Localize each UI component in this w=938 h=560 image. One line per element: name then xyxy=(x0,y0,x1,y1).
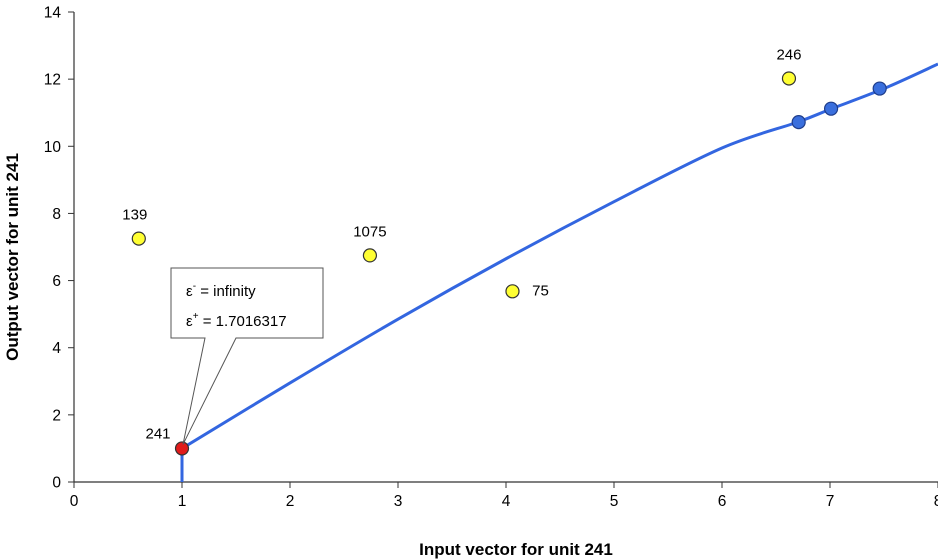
curve-point xyxy=(823,101,839,116)
x-tick-label: 8 xyxy=(934,493,938,510)
y-tick-label: 4 xyxy=(52,340,61,357)
data-point-1075 xyxy=(362,248,378,263)
data-point-139 xyxy=(131,231,146,246)
callout-box xyxy=(170,267,324,445)
point-label-139: 139 xyxy=(122,207,147,224)
callout: ε- = infinity ε+ = 1.7016317 xyxy=(170,267,324,445)
y-tick-label: 12 xyxy=(44,72,61,89)
point-label-1075: 1075 xyxy=(353,223,386,240)
point-label-241: 241 xyxy=(145,425,170,442)
data-point-75 xyxy=(505,284,520,299)
x-tick-label: 4 xyxy=(502,493,511,510)
curve-point xyxy=(872,81,887,96)
x-tick-label: 1 xyxy=(178,493,187,510)
y-tick-label: 0 xyxy=(52,475,61,492)
y-tick-label: 14 xyxy=(44,5,62,22)
y-axis-title: Output vector for unit 241 xyxy=(3,153,22,361)
y-tick-label: 6 xyxy=(52,273,61,290)
point-label-246: 246 xyxy=(776,46,801,63)
y-tick-label: 8 xyxy=(52,206,61,223)
x-tick-label: 3 xyxy=(394,493,403,510)
callout-epsilon-minus: ε- = infinity xyxy=(186,281,256,300)
y-tick-label: 2 xyxy=(52,407,61,424)
callout-epsilon-plus: ε+ = 1.7016317 xyxy=(186,311,287,330)
x-tick-label: 0 xyxy=(70,493,79,510)
x-axis-title: Input vector for unit 241 xyxy=(419,540,613,559)
x-tick-label: 2 xyxy=(286,493,295,510)
axes: 01234567802468101214 xyxy=(44,5,938,510)
curve-point xyxy=(791,115,806,130)
x-tick-label: 6 xyxy=(718,493,727,510)
data-point-246 xyxy=(781,71,797,86)
point-label-75: 75 xyxy=(532,282,549,299)
y-tick-label: 10 xyxy=(44,139,62,156)
data-point-241 xyxy=(174,441,190,456)
points: 139 1075 75 246 241 xyxy=(122,46,887,456)
x-tick-label: 7 xyxy=(826,493,835,510)
x-tick-label: 5 xyxy=(610,493,619,510)
